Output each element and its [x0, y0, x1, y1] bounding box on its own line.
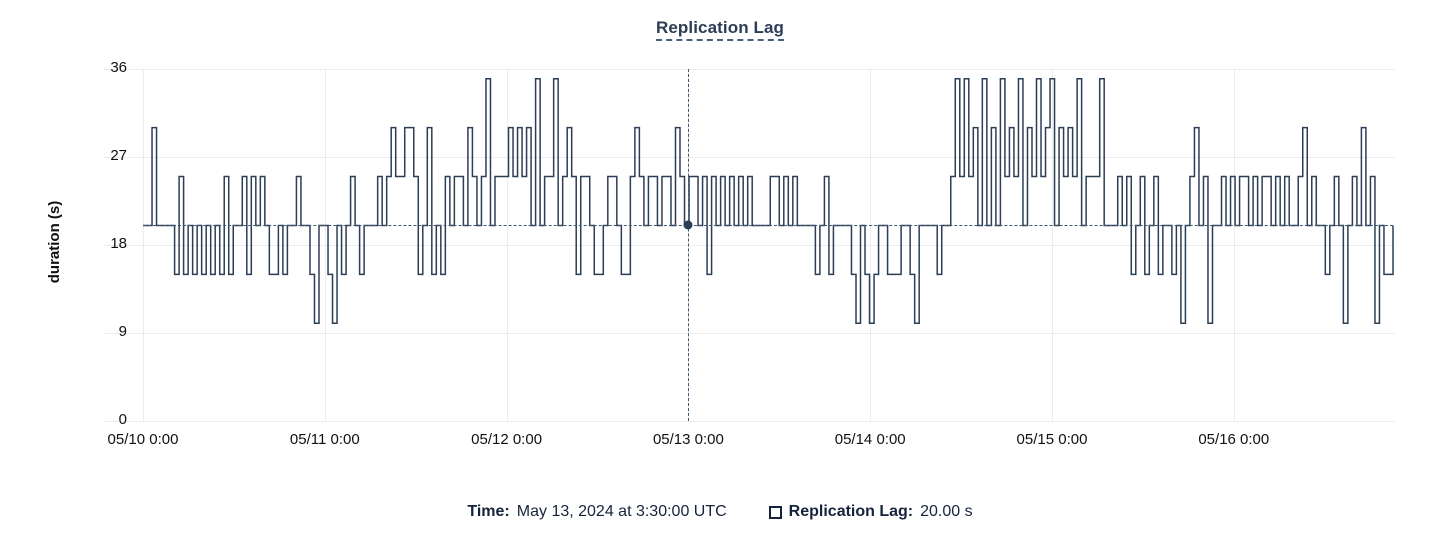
- y-tick-label-18: 18: [110, 235, 127, 252]
- cursor-point-marker[interactable]: [683, 220, 693, 230]
- gridline-y-9: [103, 333, 1395, 334]
- x-tick-label-6: 05/16 0:00: [1198, 431, 1270, 448]
- chart-footer: Time: May 13, 2024 at 3:30:00 UTC Replic…: [0, 503, 1440, 521]
- x-tick-label-0: 05/10 0:00: [107, 431, 179, 448]
- y-tick-label-27: 27: [110, 147, 127, 164]
- footer-time-value: May 13, 2024 at 3:30:00 UTC: [516, 503, 727, 520]
- gridline-y-0: [103, 421, 1395, 422]
- cursor-crosshair[interactable]: [688, 69, 690, 421]
- y-tick-label-9: 9: [118, 323, 127, 340]
- series-replication-lag: [143, 78, 1394, 324]
- gridline-y-36: [103, 69, 1395, 70]
- footer-series-value: 20.00 s: [920, 503, 973, 520]
- gridline-x-4: [870, 69, 872, 421]
- gridline-y-18: [103, 245, 1395, 246]
- chart-title-text: Replication Lag: [655, 18, 785, 41]
- series-line: [143, 78, 1394, 324]
- y-tick-label-0: 0: [118, 411, 127, 428]
- gridline-y-27: [103, 157, 1395, 158]
- gridline-x-5: [1052, 69, 1053, 421]
- footer-time: Time: May 13, 2024 at 3:30:00 UTC: [467, 503, 726, 521]
- footer-time-label: Time:: [467, 503, 510, 520]
- x-tick-label-4: 05/14 0:00: [834, 431, 906, 448]
- footer-legend: Replication Lag: 20.00 s: [768, 503, 973, 521]
- x-tick-label-1: 05/11 0:00: [289, 431, 360, 448]
- gridline-x-1: [324, 69, 326, 421]
- gridline-x-2: [506, 69, 508, 421]
- x-tick-label-5: 05/15 0:00: [1016, 431, 1088, 448]
- x-tick-label-3: 05/13 0:00: [652, 431, 724, 448]
- y-tick-label-36: 36: [110, 59, 127, 76]
- plot-area: 0 9 18 27 36 05/10 0:00 05/11 0:00 05/12 0:00 0…: [103, 59, 1395, 448]
- x-tick-label-2: 05/12 0:00: [471, 431, 543, 448]
- chart-title: Replication Lag: [0, 18, 1440, 41]
- footer-series-label: Replication Lag:: [788, 503, 914, 520]
- gridline-x-0: [143, 69, 144, 421]
- legend-swatch-icon: [768, 505, 782, 519]
- gridline-x-6: [1233, 69, 1235, 421]
- reference-line: [143, 225, 1393, 227]
